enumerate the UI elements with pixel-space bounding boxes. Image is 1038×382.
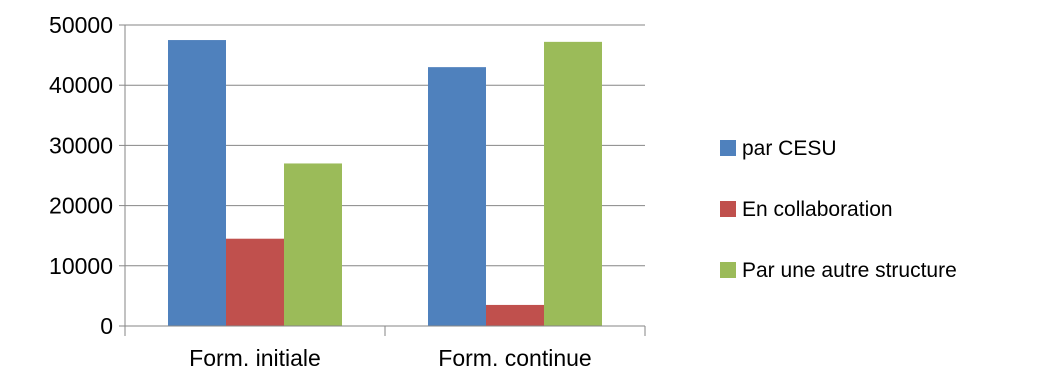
legend-item: par CESU	[720, 137, 837, 160]
axes	[119, 24, 646, 336]
y-tick-label: 20000	[49, 193, 113, 219]
bar	[284, 163, 342, 326]
bar	[428, 67, 486, 326]
y-tick-label: 0	[100, 313, 113, 339]
y-axis-tick-labels: 0 10000 20000 30000 40000 50000	[49, 12, 113, 339]
x-tick-label: Form. initiale	[189, 345, 321, 371]
bar	[544, 41, 602, 327]
y-tick-label: 30000	[49, 132, 113, 158]
legend-item: Par une autre structure	[720, 259, 957, 282]
legend-swatch	[720, 201, 736, 217]
bar	[226, 238, 284, 326]
x-tick-label: Form. continue	[438, 345, 591, 371]
y-tick-label: 40000	[49, 72, 113, 98]
legend-item: En collaboration	[720, 198, 893, 221]
bars	[168, 40, 602, 327]
bar	[168, 40, 226, 327]
legend-swatch	[720, 262, 736, 278]
y-tick-label: 50000	[49, 12, 113, 38]
bar	[486, 304, 544, 326]
legend-label: par CESU	[742, 137, 837, 160]
legend-label: Par une autre structure	[742, 259, 957, 282]
legend-swatch	[720, 140, 736, 156]
legend: par CESU En collaboration Par une autre st…	[720, 137, 957, 282]
legend-label: En collaboration	[742, 198, 893, 221]
x-axis-tick-labels: Form. initiale Form. continue	[189, 345, 592, 371]
y-tick-label: 10000	[49, 253, 113, 279]
